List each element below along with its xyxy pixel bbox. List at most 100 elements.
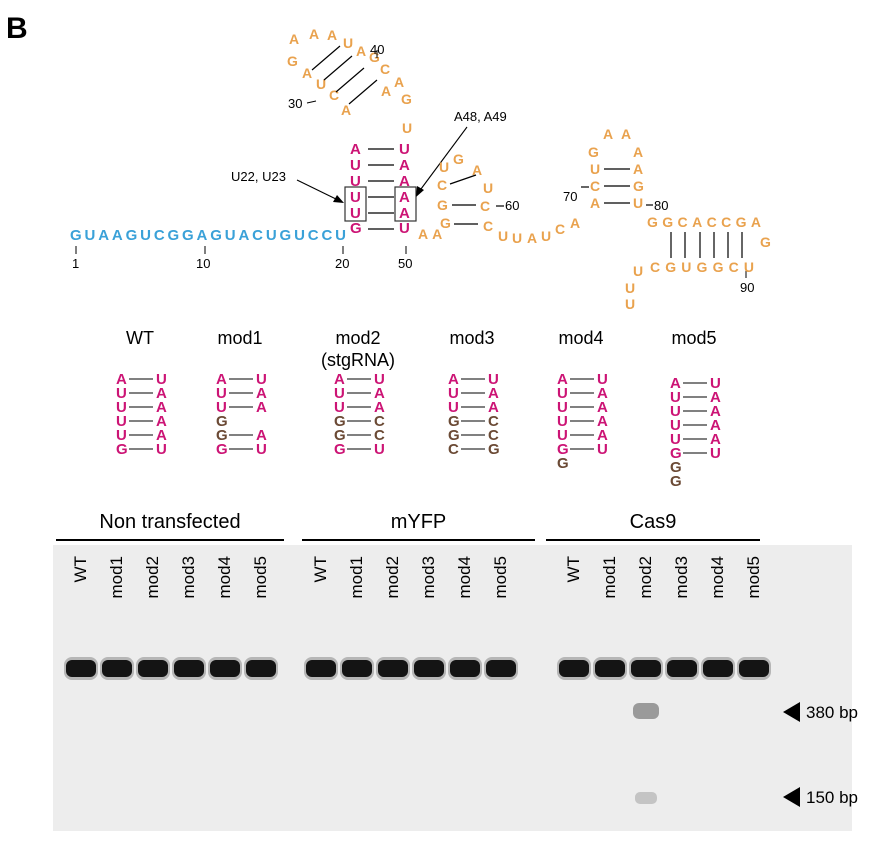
gel-band xyxy=(703,660,733,677)
gel-band xyxy=(138,660,168,677)
gel-band xyxy=(102,660,132,677)
gel-band xyxy=(414,660,444,677)
gel-lane-label: mod5 xyxy=(491,556,510,599)
gel-band xyxy=(246,660,276,677)
variant-left-nt: U xyxy=(557,413,568,430)
variant-left-nt: U xyxy=(557,399,568,416)
svg-text:A: A xyxy=(633,144,643,160)
variant-name: mod4 xyxy=(558,328,603,348)
variant-right-nt: C xyxy=(374,413,385,430)
gel-band xyxy=(342,660,372,677)
svg-text:U: U xyxy=(633,195,643,211)
marker-arrow-icon xyxy=(783,787,800,807)
gel-band-halo xyxy=(593,657,627,680)
svg-text:U: U xyxy=(633,263,643,279)
gel-band xyxy=(210,660,240,677)
size-markers: 380 bp 150 bp xyxy=(783,702,858,807)
svg-text:U: U xyxy=(316,76,326,92)
svg-text:A: A xyxy=(570,215,580,231)
gel-band xyxy=(378,660,408,677)
gel-band-halo xyxy=(340,657,374,680)
gel-band-halo xyxy=(208,657,242,680)
svg-text:U: U xyxy=(590,161,600,177)
gel-band-halo xyxy=(100,657,134,680)
variant-left-nt: A xyxy=(116,371,127,388)
variant-left-nt: U xyxy=(557,385,568,402)
gel-band xyxy=(631,660,661,677)
variant-name: mod1 xyxy=(217,328,262,348)
gel-band xyxy=(739,660,769,677)
svg-text:G: G xyxy=(350,220,362,237)
gel-band xyxy=(66,660,96,677)
variant-right-nt: A xyxy=(597,413,608,430)
variant-left-nt: A xyxy=(448,371,459,388)
hairpin-1-pairs xyxy=(311,45,378,105)
num-60: 60 xyxy=(505,198,519,213)
variant-right-nt: G xyxy=(488,441,500,458)
gel-lane-label: mod3 xyxy=(419,556,438,599)
svg-text:C: C xyxy=(483,218,493,234)
variant-name: WT xyxy=(126,328,154,348)
gel-bands xyxy=(64,657,771,804)
variant-left-nt: A xyxy=(670,375,681,392)
svg-text:U: U xyxy=(399,220,410,237)
variant-right-nt: A xyxy=(156,385,167,402)
gel-lane-label: WT xyxy=(71,556,90,582)
variant-right-nt: A xyxy=(156,399,167,416)
variant-right-nt: U xyxy=(156,441,167,458)
five-prime-sequence: GUAAGUCGGAGUACUGUCCU xyxy=(70,227,346,244)
variant-left-nt: A xyxy=(216,371,227,388)
gel-group-label: Non transfected xyxy=(99,511,240,533)
variant-name: mod2 xyxy=(335,328,380,348)
arrow-a48-head xyxy=(416,186,424,197)
num-70: 70 xyxy=(563,189,577,204)
svg-text:A: A xyxy=(472,162,482,178)
variant-left-nt: G xyxy=(334,441,346,458)
gel-lane-label: mod4 xyxy=(708,556,727,599)
aa-link: AA xyxy=(418,226,446,242)
svg-text:A: A xyxy=(289,31,299,47)
variant-insert-nt: G xyxy=(670,459,682,476)
variant-right-nt: A xyxy=(374,399,385,416)
svg-text:A: A xyxy=(399,189,410,206)
svg-text:U: U xyxy=(625,280,635,296)
svg-text:A: A xyxy=(309,26,319,42)
variant-left-nt: G xyxy=(557,441,569,458)
hairpin-3-pairs xyxy=(670,232,743,258)
svg-text:C: C xyxy=(329,87,339,103)
gel-lane-label: mod4 xyxy=(215,556,234,599)
gel-band-halo xyxy=(172,657,206,680)
variant-right-nt: U xyxy=(488,371,499,388)
gel-band xyxy=(174,660,204,677)
gel-lane-label: mod2 xyxy=(636,556,655,599)
svg-text:C: C xyxy=(437,177,447,193)
gel-lane-label: mod1 xyxy=(107,556,126,599)
variant-right-nt: U xyxy=(710,445,721,462)
gel-band-halo xyxy=(244,657,278,680)
svg-text:A: A xyxy=(399,205,410,222)
arrow-u22-head xyxy=(333,195,344,203)
gel-cleavage-band-380 xyxy=(633,703,659,719)
gel-band-halo xyxy=(448,657,482,680)
svg-text:A: A xyxy=(350,141,361,158)
gel-band xyxy=(306,660,336,677)
variant-right-nt: U xyxy=(374,441,385,458)
svg-text:U: U xyxy=(439,159,449,175)
gel-lane-label: mod3 xyxy=(672,556,691,599)
variant-right-nt: A xyxy=(597,385,608,402)
num-30-tick xyxy=(306,100,317,104)
central-stem: AUU UUG UAA AAU xyxy=(350,141,410,237)
variant-left-nt: G xyxy=(448,427,460,444)
variant-left-nt: G xyxy=(216,427,228,444)
gel-lane-label: mod1 xyxy=(600,556,619,599)
gel-band-halo xyxy=(376,657,410,680)
tick-label-10: 10 xyxy=(196,256,210,271)
variant-right-nt: A xyxy=(256,427,267,444)
num-90: 90 xyxy=(740,280,754,295)
gel-lane-label: mod5 xyxy=(251,556,270,599)
